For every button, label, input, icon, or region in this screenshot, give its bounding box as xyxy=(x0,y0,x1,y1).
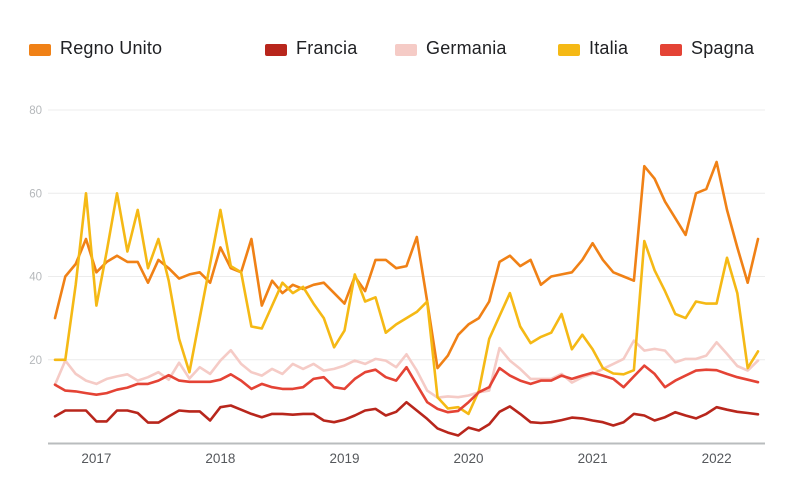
series-line-francia xyxy=(53,400,760,437)
y-axis-label-60: 60 xyxy=(29,188,42,200)
series-line-italia xyxy=(53,192,760,416)
legend: Regno Unito Francia Germania Italia Spag… xyxy=(0,0,794,70)
series-line-regno-unito xyxy=(53,160,760,370)
legend-item-italia[interactable]: Italia xyxy=(558,38,628,59)
legend-item-germania[interactable]: Germania xyxy=(395,38,507,59)
x-axis-label-2020: 2020 xyxy=(454,451,484,466)
x-axis-label-2019: 2019 xyxy=(329,451,359,466)
legend-label: Regno Unito xyxy=(60,38,163,58)
y-axis-label-20: 20 xyxy=(29,355,42,367)
x-axis-label-2018: 2018 xyxy=(205,451,235,466)
legend-label: Spagna xyxy=(691,38,755,58)
legend-swatch-regno-unito xyxy=(29,43,51,56)
y-axis-label-40: 40 xyxy=(29,272,42,284)
x-axis-label-2017: 2017 xyxy=(81,451,111,466)
legend-swatch-spagna xyxy=(660,43,682,56)
series-line-germania xyxy=(53,339,760,399)
legend-swatch-francia xyxy=(265,43,287,56)
legend-label: Francia xyxy=(296,38,358,58)
legend-label: Germania xyxy=(426,38,507,58)
x-axis-label-2022: 2022 xyxy=(702,451,732,466)
legend-swatch-germania xyxy=(395,43,417,56)
legend-label: Italia xyxy=(589,38,629,58)
y-axis-label-80: 80 xyxy=(29,105,42,117)
x-axis-label-2021: 2021 xyxy=(578,451,608,466)
series-line-spagna xyxy=(53,364,760,414)
legend-swatch-italia xyxy=(558,43,580,56)
legend-item-spagna[interactable]: Spagna xyxy=(660,38,754,59)
legend-item-regno-unito[interactable]: Regno Unito xyxy=(29,38,162,59)
legend-item-francia[interactable]: Francia xyxy=(265,38,357,59)
